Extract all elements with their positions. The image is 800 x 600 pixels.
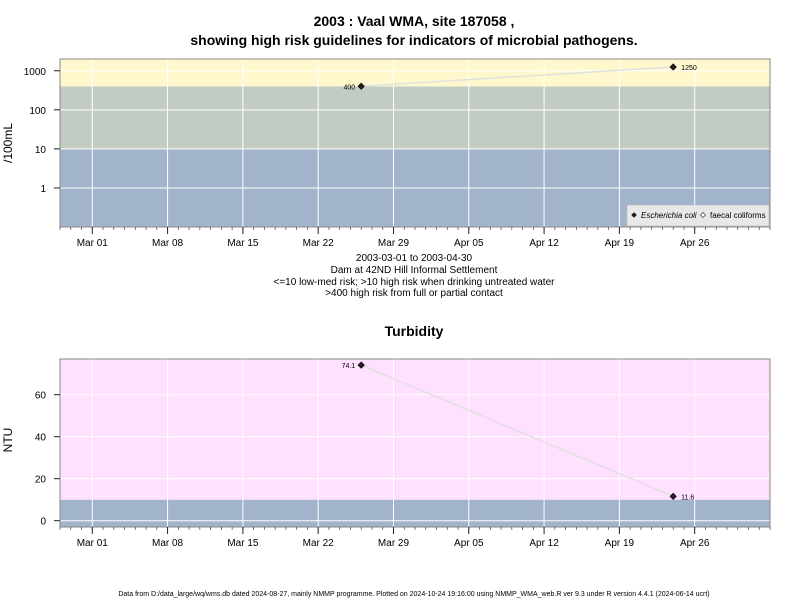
chart1-risk-band-1 xyxy=(60,86,770,149)
chart1-risk-band-2 xyxy=(60,59,770,87)
chart1-legend: Escherichia coli faecal coliforms xyxy=(626,204,770,227)
chart1-x-tick-label: Apr 12 xyxy=(529,238,559,249)
chart2-y-axis-label: NTU xyxy=(1,428,15,453)
legend-faecal-coliforms-marker xyxy=(700,212,706,218)
chart1-y-tick-label: 1 xyxy=(40,184,46,195)
chart1-x-tick-label: Mar 08 xyxy=(152,238,184,249)
chart2-risk-band-0 xyxy=(60,499,770,527)
footer-note: Data from D:/data_large/wq/wms.db dated … xyxy=(118,591,709,598)
chart2-x-tick-label: Apr 26 xyxy=(680,538,710,549)
chart1-y-tick-label: 10 xyxy=(35,145,47,156)
chart1-data-label: 400 xyxy=(344,84,356,91)
chart2-x-tick-label: Apr 05 xyxy=(454,538,484,549)
chart1-data-point xyxy=(669,63,677,71)
chart2-y-tick-label: 40 xyxy=(35,433,47,444)
chart1-y-tick-label: 100 xyxy=(29,106,46,117)
chart2-data-point xyxy=(669,492,677,500)
chart1-x-tick-label: Apr 19 xyxy=(605,238,635,249)
legend-faecal-coliforms-label: faecal coliforms xyxy=(710,211,766,220)
chart1-title-line2: showing high risk guidelines for indicat… xyxy=(190,32,637,48)
chart2-data-point xyxy=(357,361,365,369)
chart2-y-tick-label: 60 xyxy=(35,391,47,402)
chart1-legend-box xyxy=(626,204,770,227)
chart1-subtitle-date-range: 2003-03-01 to 2003-04-30 xyxy=(356,253,473,264)
chart1-data-label: 1250 xyxy=(681,65,697,72)
chart1-subtitle-site: Dam at 42ND Hill Informal Settlement xyxy=(331,265,498,276)
chart1-x-tick-label: Mar 22 xyxy=(303,238,335,249)
chart1-y-axis-label: /100mL xyxy=(1,123,15,163)
chart1-x-tick-label: Apr 26 xyxy=(680,238,710,249)
chart2-x-tick-label: Apr 12 xyxy=(529,538,559,549)
chart2-data-label: 74.1 xyxy=(342,363,356,370)
chart1-subtitle-drinking-risk: <=10 low-med risk; >10 high risk when dr… xyxy=(274,277,556,288)
chart2-x-tick-label: Mar 29 xyxy=(378,538,410,549)
chart2-risk-band-1 xyxy=(60,359,770,500)
legend-ecoli-label: Escherichia coli xyxy=(641,211,697,220)
chart1-subtitle-contact-risk: >400 high risk from full or partial cont… xyxy=(325,288,503,299)
chart1-plot-area: Mar 01 Mar 08 Mar 15 Mar 22 Mar 29 Apr 05 Apr … xyxy=(24,58,771,249)
chart1-data-point xyxy=(357,82,365,90)
chart2-series-line xyxy=(360,364,674,498)
chart2-x-tick-label: Apr 19 xyxy=(605,538,635,549)
chart1-x-tick-label: Apr 05 xyxy=(454,238,484,249)
chart2-x-tick-label: Mar 08 xyxy=(152,538,184,549)
chart1-series-line xyxy=(361,66,674,88)
chart2-x-tick-label: Mar 22 xyxy=(303,538,335,549)
chart1-x-tick-label: Mar 01 xyxy=(77,238,109,249)
chart2-data-label: 11.6 xyxy=(681,494,694,501)
chart1-x-tick-label: Mar 15 xyxy=(227,238,259,249)
chart2-y-tick-label: 0 xyxy=(40,517,46,528)
chart1-x-tick-label: Mar 29 xyxy=(378,238,410,249)
chart1-title-line1: 2003 : Vaal WMA, site 187058 , xyxy=(314,13,515,29)
chart1-y-tick-label: 1000 xyxy=(24,67,47,78)
chart2-title: Turbidity xyxy=(385,323,444,339)
chart2-x-tick-label: Mar 15 xyxy=(227,538,259,549)
legend-ecoli-marker xyxy=(631,212,637,218)
chart2-y-tick-label: 20 xyxy=(35,475,47,486)
chart2-plot-area: Mar 01 Mar 08 Mar 15 Mar 22 Mar 29 Apr 05 Apr … xyxy=(35,358,771,549)
chart2-x-tick-label: Mar 01 xyxy=(77,538,109,549)
